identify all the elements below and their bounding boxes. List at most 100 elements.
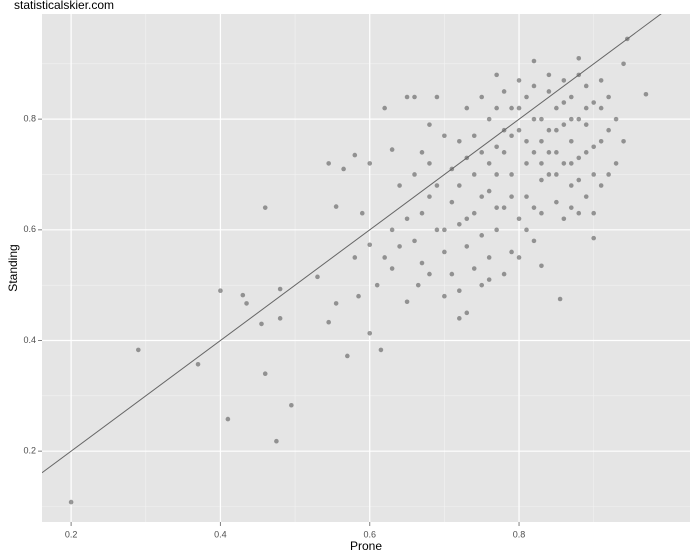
point bbox=[554, 105, 559, 111]
point bbox=[554, 199, 559, 205]
point bbox=[568, 161, 574, 166]
x-tick-label: 0.8 bbox=[513, 529, 526, 539]
point bbox=[427, 271, 432, 277]
point bbox=[524, 94, 529, 100]
point bbox=[554, 172, 559, 177]
point bbox=[561, 161, 567, 166]
point bbox=[479, 194, 485, 199]
point bbox=[457, 221, 462, 227]
point bbox=[240, 292, 246, 298]
point bbox=[539, 177, 544, 183]
point bbox=[494, 172, 499, 177]
point bbox=[367, 330, 373, 336]
point bbox=[539, 161, 544, 166]
point bbox=[389, 266, 395, 271]
point bbox=[576, 155, 582, 161]
point bbox=[389, 147, 395, 152]
chart-title: statisticalskier.com bbox=[14, 0, 114, 12]
point bbox=[524, 161, 529, 166]
point bbox=[427, 122, 432, 127]
point bbox=[509, 105, 514, 111]
point bbox=[244, 301, 249, 306]
point bbox=[531, 150, 537, 155]
point bbox=[367, 242, 373, 248]
point bbox=[412, 238, 417, 244]
point bbox=[494, 105, 499, 111]
point bbox=[501, 89, 507, 94]
point bbox=[464, 216, 470, 222]
point bbox=[531, 238, 537, 244]
y-tick-label: 0.6 bbox=[23, 224, 36, 234]
point bbox=[546, 172, 552, 177]
point bbox=[442, 227, 447, 233]
point bbox=[486, 277, 492, 282]
point bbox=[554, 127, 559, 133]
point bbox=[621, 61, 626, 67]
point bbox=[539, 210, 544, 216]
point bbox=[412, 172, 417, 177]
y-tick-label: 0.8 bbox=[23, 114, 36, 124]
point bbox=[583, 194, 589, 199]
point bbox=[531, 83, 537, 89]
point bbox=[568, 116, 574, 122]
point bbox=[457, 316, 462, 321]
point bbox=[434, 183, 440, 188]
point bbox=[397, 244, 402, 249]
point bbox=[583, 150, 589, 155]
point bbox=[404, 216, 410, 222]
point bbox=[289, 402, 294, 408]
point bbox=[531, 205, 537, 210]
point bbox=[568, 94, 574, 100]
point bbox=[442, 249, 447, 255]
point bbox=[378, 347, 384, 353]
point bbox=[464, 244, 470, 249]
point bbox=[479, 150, 485, 155]
point bbox=[434, 227, 440, 233]
point bbox=[546, 150, 552, 155]
point bbox=[345, 353, 350, 359]
point bbox=[389, 227, 395, 233]
point bbox=[326, 161, 331, 166]
point bbox=[457, 288, 462, 293]
x-tick-label: 0.6 bbox=[363, 529, 376, 539]
point bbox=[419, 210, 425, 216]
point bbox=[561, 122, 567, 127]
point bbox=[374, 282, 380, 288]
point bbox=[643, 91, 649, 97]
point bbox=[486, 255, 492, 260]
point bbox=[464, 105, 470, 111]
point bbox=[457, 183, 462, 188]
point bbox=[516, 105, 522, 111]
point bbox=[218, 288, 223, 293]
point bbox=[326, 319, 331, 325]
point bbox=[583, 122, 589, 127]
point bbox=[606, 172, 611, 177]
point bbox=[457, 138, 462, 144]
point bbox=[479, 94, 485, 100]
point bbox=[352, 255, 358, 260]
point bbox=[494, 205, 499, 210]
point bbox=[352, 152, 358, 158]
point bbox=[531, 58, 537, 64]
point bbox=[404, 94, 410, 100]
point bbox=[419, 150, 425, 155]
point bbox=[471, 133, 477, 139]
point bbox=[259, 321, 264, 327]
point bbox=[486, 161, 492, 166]
point bbox=[449, 199, 455, 205]
point bbox=[557, 296, 563, 302]
point bbox=[494, 144, 499, 150]
point bbox=[277, 316, 283, 321]
point bbox=[479, 282, 485, 288]
point bbox=[568, 205, 574, 210]
point bbox=[471, 172, 477, 177]
x-tick-label: 0.4 bbox=[214, 529, 227, 539]
point bbox=[412, 94, 417, 100]
point bbox=[136, 347, 141, 353]
point bbox=[606, 94, 611, 100]
reference-line bbox=[42, 14, 662, 474]
point bbox=[382, 255, 387, 260]
point bbox=[606, 127, 611, 133]
point bbox=[539, 116, 544, 122]
